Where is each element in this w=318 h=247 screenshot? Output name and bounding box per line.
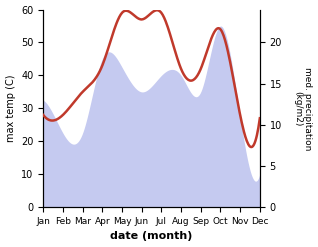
Y-axis label: med. precipitation
(kg/m2): med. precipitation (kg/m2) [293,67,313,150]
X-axis label: date (month): date (month) [110,231,193,242]
Y-axis label: max temp (C): max temp (C) [5,75,16,142]
